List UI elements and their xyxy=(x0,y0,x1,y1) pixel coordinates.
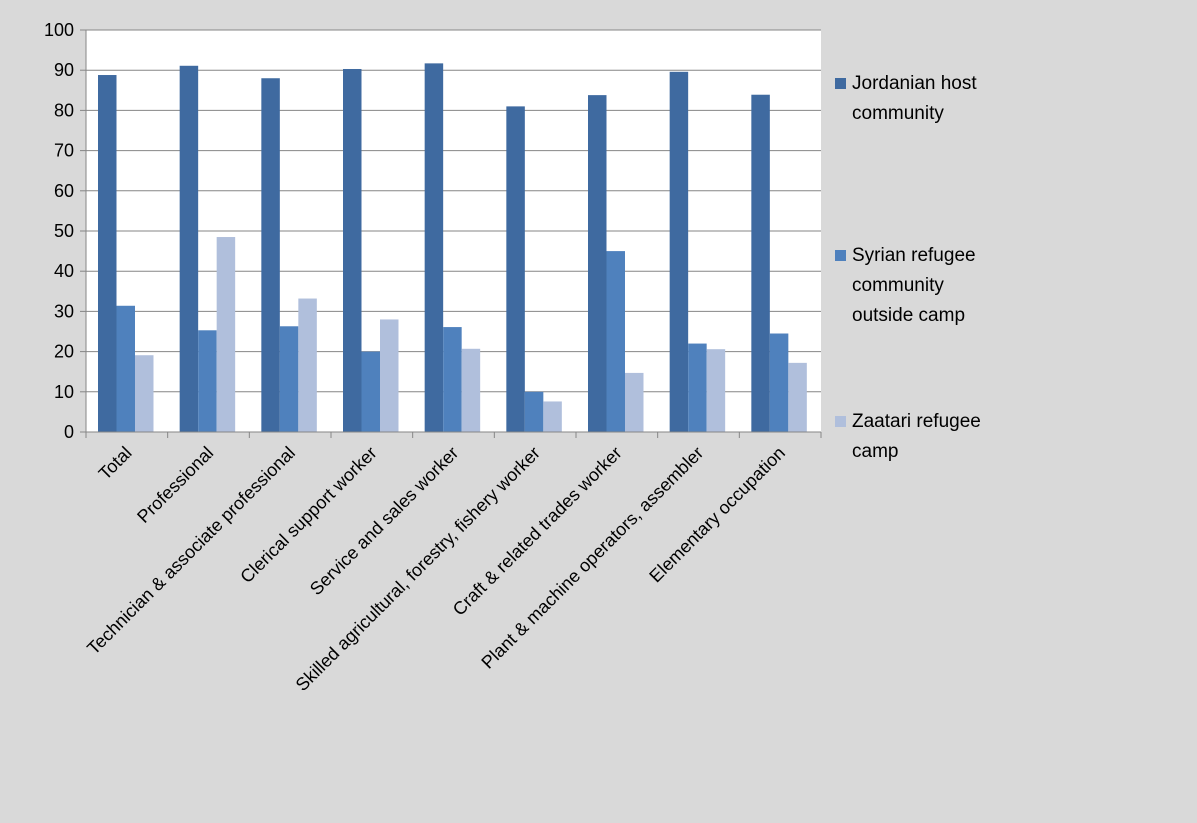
bar xyxy=(543,401,562,432)
y-tick-label: 40 xyxy=(54,261,74,281)
legend-label: community xyxy=(852,103,944,124)
bar xyxy=(788,362,807,432)
bar xyxy=(380,319,399,432)
y-tick-label: 10 xyxy=(54,382,74,402)
bar xyxy=(179,65,199,432)
bar xyxy=(198,330,217,432)
bar xyxy=(688,343,707,432)
axes xyxy=(80,29,822,438)
y-tick-label: 0 xyxy=(64,422,74,442)
bar xyxy=(135,355,154,432)
y-tick-label: 50 xyxy=(54,221,74,241)
bar xyxy=(524,391,544,432)
x-tick-label: Clerical support worker xyxy=(236,443,380,587)
bar xyxy=(216,237,236,432)
bar xyxy=(588,95,607,433)
y-tick-label: 90 xyxy=(54,60,74,80)
legend: Jordanian host community Syrian refugee com… xyxy=(835,73,981,462)
bar xyxy=(424,63,444,433)
bar xyxy=(669,71,689,433)
legend-swatch xyxy=(835,78,846,89)
legend-label: Zaatari refugee xyxy=(852,411,981,432)
x-tick-label: Professional xyxy=(133,443,217,527)
x-tick-label: Total xyxy=(95,443,136,484)
y-tick-label: 30 xyxy=(54,301,74,321)
legend-label: Syrian refugee xyxy=(852,245,976,266)
x-tick-label: Service and sales worker xyxy=(306,443,462,599)
bar xyxy=(343,68,362,432)
legend-label: Jordanian host xyxy=(852,73,977,94)
bar xyxy=(625,372,644,432)
legend-label: camp xyxy=(852,441,898,462)
y-tick-label: 80 xyxy=(54,100,74,120)
bar xyxy=(443,327,462,432)
y-tick-label: 100 xyxy=(44,20,74,40)
x-tick-label: Elementary occupation xyxy=(645,443,789,587)
bar xyxy=(769,333,789,432)
bar xyxy=(298,298,317,432)
bar xyxy=(461,348,481,432)
bar xyxy=(116,305,135,432)
bar xyxy=(751,94,770,433)
bar xyxy=(706,349,726,432)
bars xyxy=(98,63,807,433)
y-tick-labels: 0 10 20 30 40 50 60 70 80 90 100 xyxy=(44,20,74,442)
legend-swatch xyxy=(835,416,846,427)
bar xyxy=(361,351,380,432)
bar xyxy=(98,75,117,433)
bar xyxy=(261,78,280,433)
x-tick-label: Craft & related trades worker xyxy=(449,443,626,620)
y-tick-label: 60 xyxy=(54,181,74,201)
legend-label: community xyxy=(852,275,944,296)
bar xyxy=(279,326,299,432)
bar xyxy=(606,251,625,432)
bar xyxy=(506,106,525,432)
legend-swatch xyxy=(835,250,846,261)
y-tick-label: 70 xyxy=(54,141,74,161)
legend-label: outside camp xyxy=(852,305,965,326)
y-tick-label: 20 xyxy=(54,342,74,362)
